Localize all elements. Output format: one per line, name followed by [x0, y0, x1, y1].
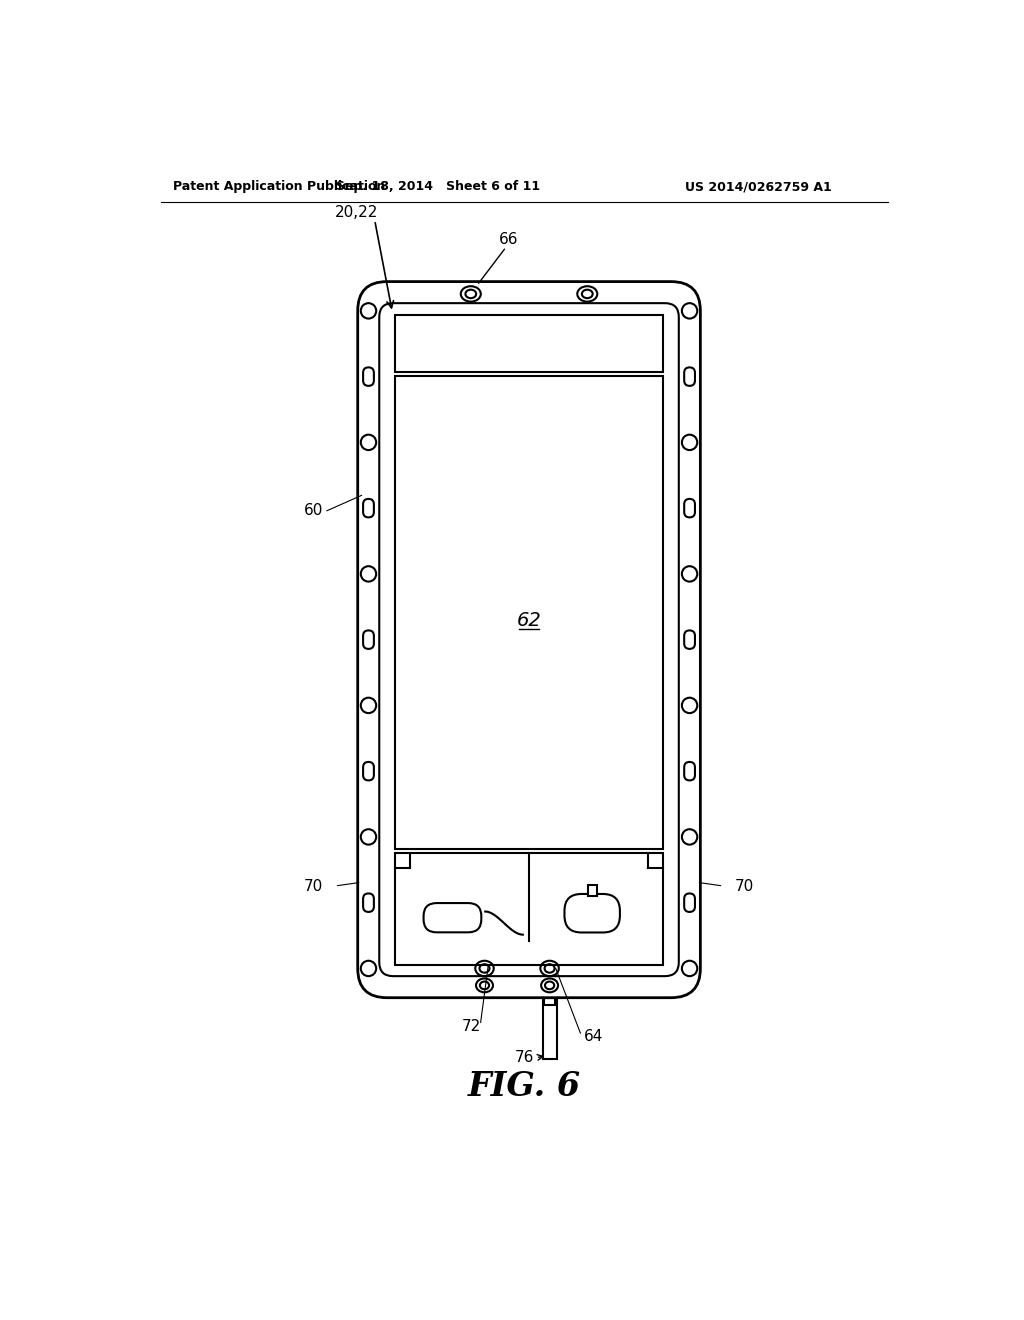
Text: 64: 64 — [585, 1028, 603, 1044]
Text: 62: 62 — [517, 611, 542, 630]
Bar — [588, 884, 597, 895]
Text: 70: 70 — [735, 879, 755, 894]
Text: 72: 72 — [462, 1019, 480, 1035]
Text: 66: 66 — [499, 232, 518, 247]
Text: 60: 60 — [304, 503, 323, 519]
Text: US 2014/0262759 A1: US 2014/0262759 A1 — [685, 181, 831, 194]
Bar — [394, 376, 664, 849]
Text: Patent Application Publication: Patent Application Publication — [173, 181, 385, 194]
Text: FIG. 6: FIG. 6 — [468, 1069, 582, 1102]
Text: 76: 76 — [515, 1051, 535, 1065]
Text: 20,22: 20,22 — [335, 205, 378, 220]
Bar — [394, 314, 664, 372]
Text: Sep. 18, 2014   Sheet 6 of 11: Sep. 18, 2014 Sheet 6 of 11 — [337, 181, 541, 194]
Bar — [394, 853, 664, 965]
Text: 70: 70 — [304, 879, 323, 894]
Bar — [544, 998, 555, 1006]
